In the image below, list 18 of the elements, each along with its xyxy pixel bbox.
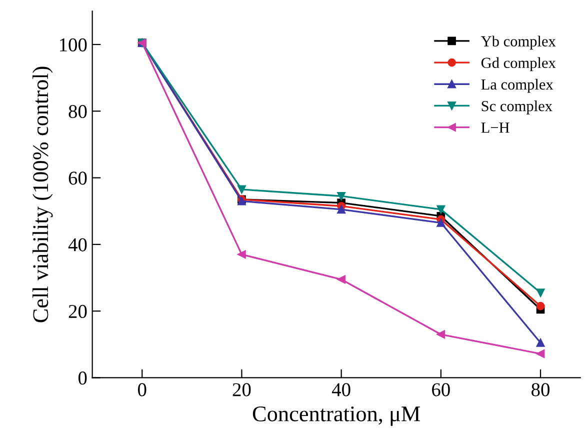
x-tick-label: 20 xyxy=(232,383,251,396)
legend-label: Yb complex xyxy=(480,36,556,50)
y-tick-label: 80 xyxy=(68,104,87,118)
y-tick-label: 60 xyxy=(68,172,87,185)
legend-label: Gd complex xyxy=(481,57,556,72)
x-tick-label: 60 xyxy=(432,383,450,396)
y-axis-title: Cell viability (100% control) xyxy=(32,66,53,322)
legend-label: La complex xyxy=(481,78,554,93)
y-tick-label: 0 xyxy=(78,372,87,385)
legend-label: Sc complex xyxy=(482,100,552,114)
legend-label: L−H xyxy=(481,122,510,133)
y-tick-label: 100 xyxy=(60,38,87,52)
x-tick-label: 80 xyxy=(532,383,550,396)
x-tick-label: 0 xyxy=(138,383,146,396)
x-tick-label: 40 xyxy=(332,383,350,396)
x-axis-title: Concentration, μM xyxy=(252,406,420,426)
y-tick-label: 20 xyxy=(68,304,87,318)
y-tick-label: 40 xyxy=(68,238,87,252)
